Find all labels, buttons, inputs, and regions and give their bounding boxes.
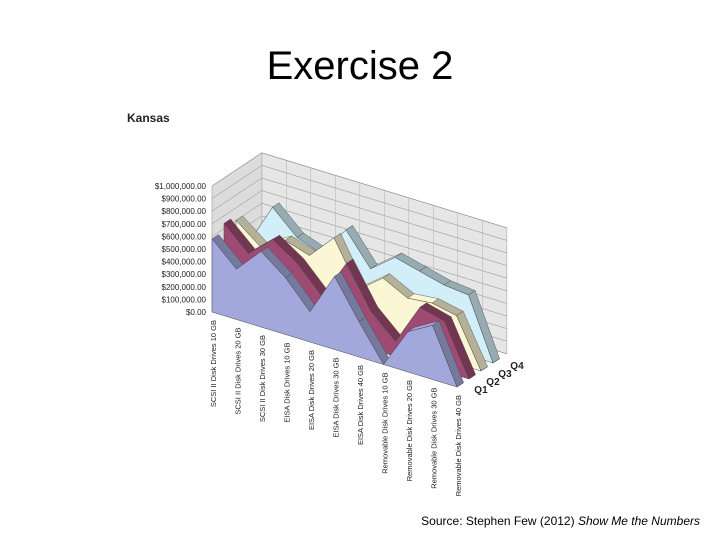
y-tick-label: $900,000.00 — [162, 195, 207, 204]
series-label: Q4 — [510, 361, 524, 372]
category-label: EISA Disk Drives 30 GB — [332, 358, 341, 438]
category-label: EISA Disk Drives 40 GB — [356, 365, 365, 445]
series-Q1-cap — [456, 382, 464, 388]
series-label: Q1 — [474, 385, 488, 396]
category-label: Removable Disk Drives 40 GB — [454, 395, 463, 496]
series-Q2-cap — [468, 374, 476, 380]
series-Q4-cap — [492, 358, 500, 364]
y-tick-label: $0.00 — [186, 308, 207, 317]
slide-title: Exercise 2 — [266, 44, 454, 88]
y-tick-label: $300,000.00 — [162, 270, 207, 279]
y-tick-label: $800,000.00 — [162, 207, 207, 216]
category-label: Removable Disk Drives 10 GB — [381, 373, 390, 474]
source-citation: Source: Stephen Few (2012) Show Me the N… — [421, 514, 700, 528]
series-Q1-front — [211, 238, 458, 388]
category-label: SCSI II Disk Drives 10 GB — [209, 320, 218, 407]
category-label: Removable Disk Drives 30 GB — [430, 388, 439, 489]
y-tick-label: $1,000,000.00 — [155, 182, 207, 191]
source-prefix: Source: Stephen Few (2012) — [421, 514, 578, 528]
y-tick-label: $600,000.00 — [162, 232, 207, 241]
series-Q1 — [211, 234, 464, 388]
category-label: EISA Disk Drives 20 GB — [307, 350, 316, 430]
chart-title: Kansas — [127, 111, 170, 125]
y-tick-label: $700,000.00 — [162, 220, 207, 229]
y-tick-label: $500,000.00 — [162, 245, 207, 254]
y-tick-label: $200,000.00 — [162, 283, 207, 292]
series-Q3-cap — [480, 366, 488, 372]
y-tick-label: $400,000.00 — [162, 258, 207, 267]
series-label: Q3 — [498, 369, 512, 380]
series-label: Q2 — [486, 377, 500, 388]
category-label: SCSI II Disk Drives 20 GB — [234, 328, 243, 415]
source-title: Show Me the Numbers — [577, 514, 700, 528]
category-label: SCSI II Disk Drives 30 GB — [258, 335, 267, 422]
category-label: EISA Disk Drives 10 GB — [283, 343, 292, 423]
y-tick-label: $100,000.00 — [162, 295, 207, 304]
chart-series — [211, 202, 500, 388]
category-label: Removable Disk Drives 20 GB — [405, 380, 414, 481]
